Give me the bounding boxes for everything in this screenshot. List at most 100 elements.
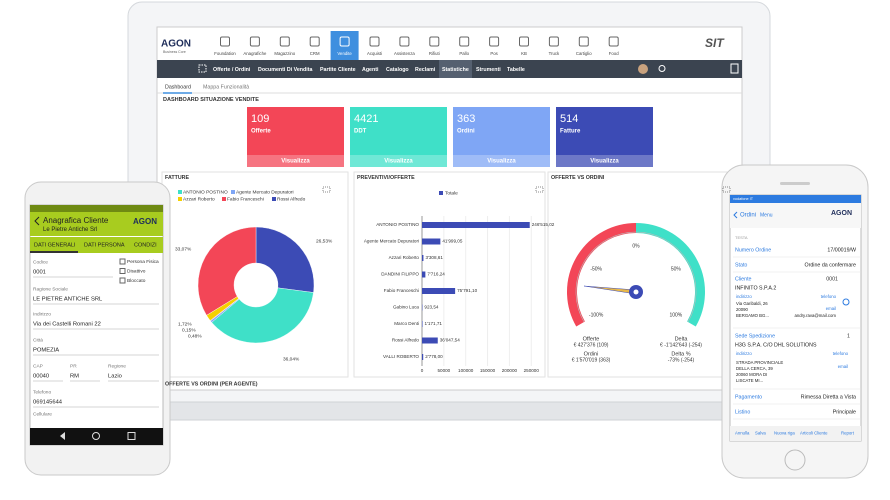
tile[interactable] [453, 107, 550, 167]
tile-label: Offerte [251, 129, 271, 135]
tab[interactable]: DATI PERSONA [84, 242, 125, 248]
field-value[interactable]: Lazio [108, 374, 122, 380]
module-label[interactable]: Assistenza [394, 51, 415, 56]
module-icon[interactable] [220, 36, 230, 47]
back-arrow[interactable] [733, 211, 738, 219]
menu-item[interactable]: Offerte / Ordini [213, 67, 251, 73]
tile-action[interactable]: Visualizza [590, 159, 619, 165]
y-tick-label: VALLI ROBERTO [383, 354, 419, 359]
toolbar-button[interactable]: Nuova riga [774, 431, 795, 436]
menu-item[interactable]: Strumenti [476, 67, 501, 73]
iphone-header [730, 203, 861, 228]
module-icon[interactable] [459, 36, 470, 47]
bar[interactable] [422, 222, 530, 228]
stat-value: € 427'376 (109) [574, 342, 609, 348]
module-icon[interactable] [519, 36, 529, 47]
field-value[interactable]: Via dei Castelli Romani 22 [33, 322, 101, 328]
field-value[interactable]: 0001 [33, 270, 46, 276]
module-icon[interactable] [578, 36, 589, 47]
module-label[interactable]: Acquisti [367, 51, 382, 56]
toolbar-button[interactable]: Articoli Cliente [800, 431, 828, 436]
toolbar-button[interactable]: Report [841, 431, 855, 436]
home-button[interactable] [784, 449, 806, 471]
tile-action[interactable]: Visualizza [487, 159, 516, 165]
info-icon[interactable] [842, 298, 850, 306]
field-value[interactable]: POMEZIA [33, 348, 59, 354]
module-label[interactable]: KB [521, 51, 527, 56]
module-label[interactable]: Vendite [337, 51, 352, 56]
bar[interactable] [422, 238, 441, 245]
field-label: Codice [33, 259, 48, 265]
field-value[interactable]: LE PIETRE ANTICHE SRL [33, 297, 103, 303]
legend-label: Agente Mercato Depuratori [236, 189, 294, 195]
menu-item[interactable]: Reclami [415, 67, 436, 73]
module-label[interactable]: Foundation [214, 51, 236, 56]
field-value[interactable]: RM [70, 374, 79, 380]
module-icon[interactable] [608, 36, 619, 47]
module-label[interactable]: CRM [310, 51, 320, 56]
module-label[interactable]: Magazzino [274, 51, 295, 56]
module-icon[interactable] [339, 36, 350, 47]
tab[interactable]: CONDIZI [134, 242, 157, 248]
module-icon[interactable] [548, 36, 559, 47]
menu-label[interactable]: Menu [760, 212, 773, 218]
gauge-outline [575, 231, 697, 323]
back-arrow[interactable] [34, 216, 40, 226]
module-icon[interactable] [429, 36, 440, 47]
module-icon[interactable] [279, 36, 290, 47]
module-icon[interactable] [489, 36, 500, 47]
bar[interactable] [422, 288, 456, 294]
toolbar-button[interactable]: Annulla [735, 431, 750, 436]
checkbox[interactable] [119, 277, 126, 284]
module-label[interactable]: Cartiglio [576, 51, 592, 56]
checkbox[interactable] [119, 268, 126, 274]
field-value[interactable]: 069145644 [33, 400, 63, 406]
module-icon[interactable] [369, 36, 380, 47]
tile[interactable] [350, 107, 447, 167]
logout-icon[interactable] [730, 63, 739, 74]
stat-value: -73% (-254) [668, 357, 695, 363]
module-icon[interactable] [249, 36, 260, 47]
checkbox[interactable] [119, 258, 126, 265]
module-label[interactable]: Food [609, 51, 619, 56]
tab[interactable]: Mappa Funzionalità [203, 84, 249, 90]
bar[interactable] [422, 337, 438, 344]
menu-item[interactable]: Catalogo [386, 67, 409, 73]
module-label[interactable]: Truck [549, 51, 560, 56]
gauge-tick-label: -50% [590, 266, 602, 272]
tab[interactable]: DATI GENERALI [34, 242, 76, 248]
tile-label: Ordini [457, 129, 475, 135]
module-label[interactable]: Pos [490, 51, 497, 56]
bar[interactable] [422, 321, 423, 327]
nav-recent[interactable] [127, 432, 136, 440]
tab[interactable]: Dashboard [165, 84, 191, 90]
module-label[interactable]: Anagrafiche [243, 51, 267, 56]
tile-footer [247, 155, 344, 167]
tile-action[interactable]: Visualizza [281, 159, 310, 165]
module-label[interactable]: Rifiuti [429, 51, 440, 56]
back-label[interactable]: Ordini [740, 213, 756, 219]
menu-item[interactable]: Tabelle [507, 67, 525, 73]
toolbar-button[interactable]: Salva [755, 431, 766, 436]
tile[interactable] [247, 107, 344, 167]
bar[interactable] [422, 271, 426, 278]
row-label: Listino [735, 409, 750, 415]
bar-value-label: 246'515,02 [532, 222, 555, 227]
field-value[interactable]: 00040 [33, 374, 49, 380]
tile-action[interactable]: Visualizza [384, 159, 413, 165]
nav-back[interactable] [60, 432, 65, 440]
menu-item[interactable]: Partite Cliente [320, 67, 356, 73]
y-tick-label: ANTONIO POSTINO [376, 222, 419, 227]
module-icon[interactable] [399, 36, 410, 47]
nav-home[interactable] [92, 432, 100, 440]
detail: telefono [821, 294, 837, 299]
search-icon[interactable] [658, 65, 666, 72]
bar[interactable] [422, 255, 424, 261]
menu-item[interactable]: Agenti [362, 67, 379, 73]
tile[interactable] [556, 107, 653, 167]
bar[interactable] [422, 354, 424, 360]
module-label[interactable]: Pallo [459, 51, 469, 56]
menu-item[interactable]: Statistiche [442, 67, 469, 73]
module-icon[interactable] [309, 36, 320, 47]
menu-item[interactable]: Documenti Di Vendita [258, 67, 313, 73]
